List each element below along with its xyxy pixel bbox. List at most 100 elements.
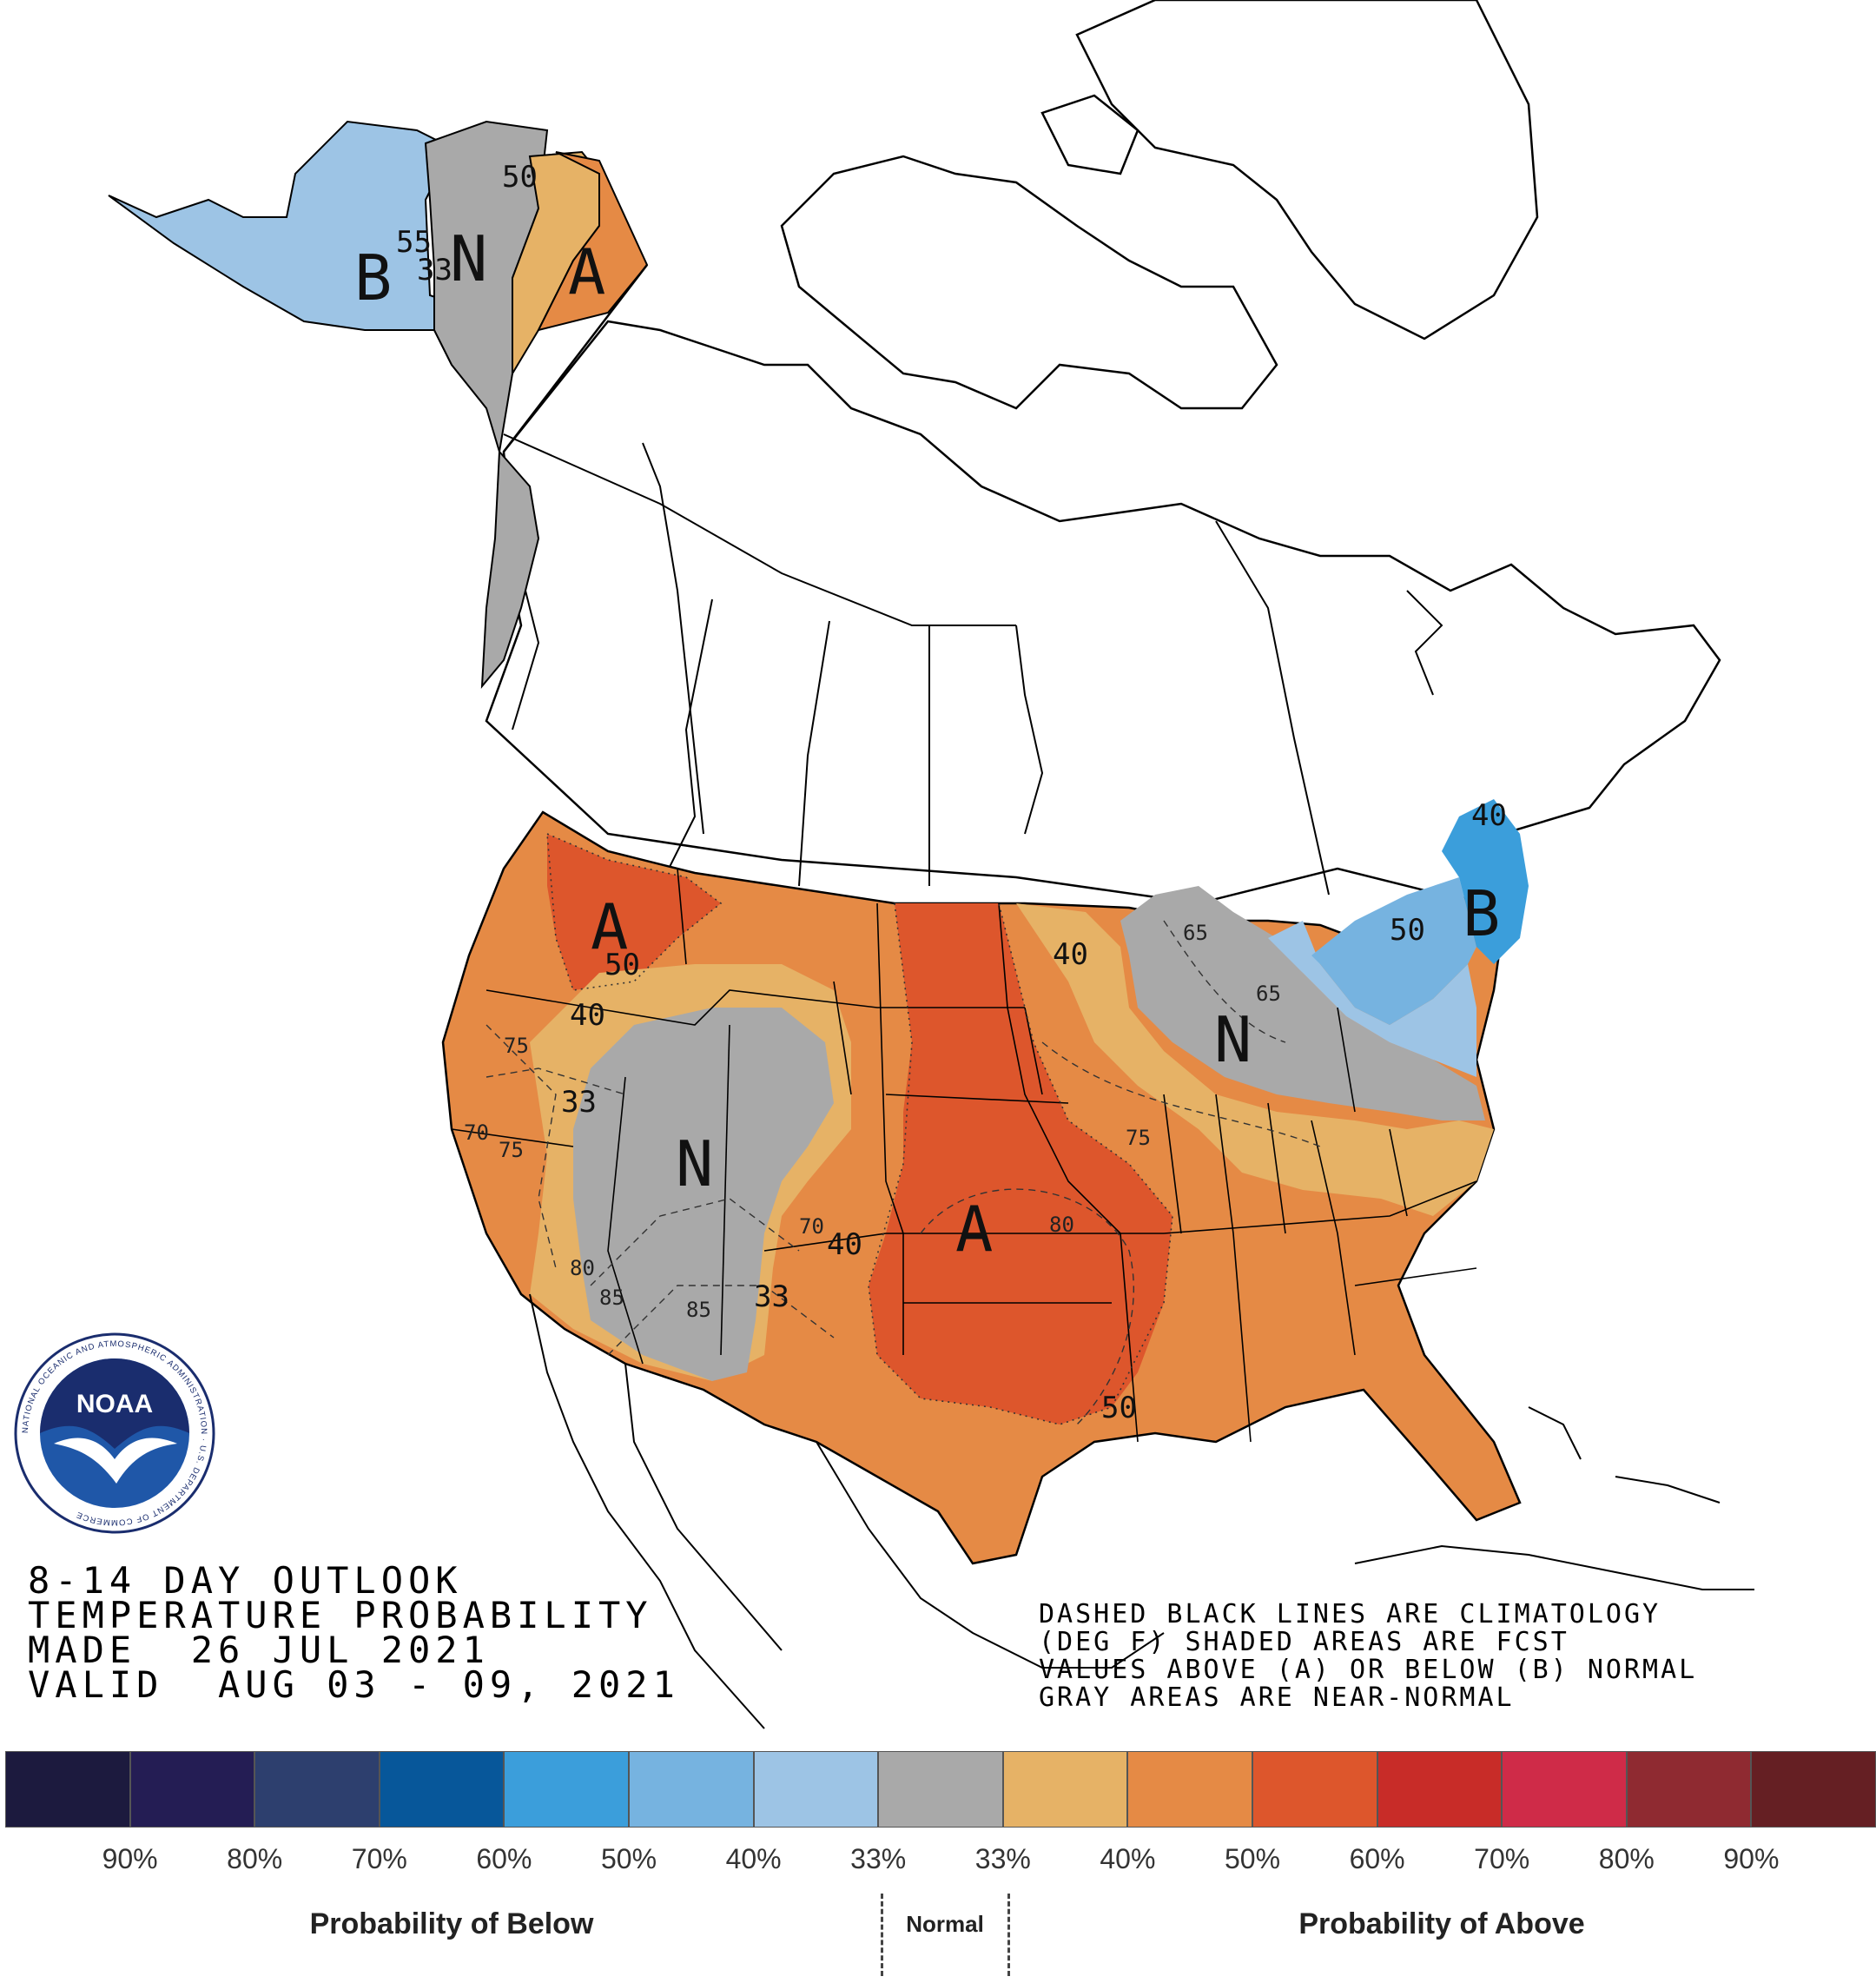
legend-percent-label: 60% (1349, 1843, 1405, 1874)
zone-label-northwest-above: A (591, 890, 628, 963)
legend-percent-label: 80% (227, 1843, 283, 1874)
title-line-4: VALID AUG 03 - 09, 2021 (28, 1663, 680, 1706)
legend-percent-label: 80% (1598, 1843, 1655, 1874)
legend-swatch (1252, 1751, 1377, 1828)
clim-sw-85a: 85 (599, 1286, 624, 1310)
alaska-above40-zone (537, 151, 649, 332)
legend-swatch (254, 1751, 380, 1828)
plains-above50-zone (869, 903, 1172, 1424)
clim-ca-80: 80 (570, 1256, 595, 1280)
legend-swatch (1377, 1751, 1503, 1828)
clim-lakes-65b: 65 (1256, 982, 1281, 1006)
legend-swatch (1751, 1751, 1876, 1828)
east-above33-zone (1016, 903, 1494, 1216)
legend-swatch (1626, 1751, 1752, 1828)
legend-swatch (753, 1751, 879, 1828)
contour-ne-50: 50 (1390, 913, 1425, 948)
legend-percent-label: 50% (600, 1843, 657, 1874)
legend-percent-label: 60% (476, 1843, 532, 1874)
clim-ca-70: 70 (464, 1120, 489, 1145)
climatology-lines (486, 920, 1321, 1425)
zone-label-alaska-above: A (568, 235, 605, 308)
contour-ak-50: 50 (502, 160, 538, 195)
ak-panhandle (480, 449, 540, 689)
title-line-2: TEMPERATURE PROBABILITY (28, 1594, 653, 1636)
legend-swatch (379, 1751, 505, 1828)
contour-labels: 50 55 33 50 40 33 33 40 40 50 40 50 (396, 160, 1507, 1425)
legend-percent-label: 40% (725, 1843, 782, 1874)
conus-region (441, 799, 1529, 1565)
legend-swatch (1002, 1751, 1128, 1828)
zone-labels: B N A A N A N B (354, 222, 1500, 1266)
outlook-title-block: 8-14 DAY OUTLOOK TEMPERATURE PROBABILITY… (28, 1559, 680, 1706)
clim-midwest-75: 75 (1126, 1126, 1151, 1150)
title-line-3: MADE 26 JUL 2021 (28, 1629, 490, 1671)
legend-percent-label: 90% (102, 1843, 158, 1874)
climatology-labels: 75 70 75 80 85 85 70 80 75 65 65 (464, 921, 1281, 1322)
legend-percent-label: 33% (974, 1843, 1031, 1874)
alaska-region (108, 120, 649, 689)
clim-plains-80: 80 (1049, 1213, 1074, 1237)
legend-normal-caption: Normal (906, 1911, 984, 1937)
arctic-islands-2 (1040, 94, 1139, 175)
probability-contours (546, 832, 1173, 1425)
alaska-border (503, 264, 648, 453)
lakes-normal-zone (1120, 886, 1485, 1120)
canada-mainland (485, 320, 1721, 905)
map-notes: DASHED BLACK LINES ARE CLIMATOLOGY (DEG … (1039, 1601, 1697, 1712)
legend-divider-right (1007, 1894, 1010, 1976)
legend-above-caption: Probability of Above (1298, 1907, 1585, 1940)
legend-swatch (628, 1751, 754, 1828)
noaa-logo: NATIONAL OCEANIC AND ATMOSPHERIC ADMINIS… (14, 1332, 215, 1534)
zone-label-northeast-below: B (1463, 877, 1500, 950)
mexico-caribbean-outlines (529, 1293, 1754, 1729)
legend-swatch (1127, 1751, 1252, 1828)
legend-divider-left (881, 1894, 883, 1976)
zone-label-lakes-normal: N (1214, 1003, 1252, 1076)
clim-sw-85b: 85 (686, 1298, 711, 1322)
contour-ak-55: 55 (396, 225, 432, 260)
legend-percent-label: 90% (1723, 1843, 1780, 1874)
contour-sw-33b: 33 (754, 1279, 789, 1314)
legend-swatch (878, 1751, 1003, 1828)
state-borders (451, 868, 1477, 1443)
title-line-1: 8-14 DAY OUTLOOK (28, 1559, 463, 1602)
nw-above50-zone (547, 834, 721, 990)
zone-label-plains-above: A (955, 1193, 993, 1266)
zone-label-southwest-normal: N (676, 1127, 713, 1200)
contour-south-50: 50 (1101, 1391, 1137, 1425)
legend-percent-label: 50% (1224, 1843, 1281, 1874)
contour-ne-40: 40 (1471, 798, 1507, 833)
contour-ak-33: 33 (417, 253, 452, 288)
legend-swatch (129, 1751, 255, 1828)
note-line-4: GRAY AREAS ARE NEAR-NORMAL (1039, 1682, 1515, 1713)
contour-lakes-40: 40 (1053, 937, 1088, 972)
clim-lakes-65: 65 (1183, 921, 1208, 945)
probability-legend (5, 1751, 1876, 1829)
arctic-islands (780, 155, 1278, 410)
legend-swatch (5, 1751, 130, 1828)
logo-text: NOAA (76, 1390, 153, 1418)
legend-percent-label: 40% (1100, 1843, 1156, 1874)
contour-nw-40: 40 (570, 998, 605, 1033)
alaska-below-zone (108, 120, 497, 411)
contour-nw-50: 50 (604, 948, 640, 982)
zone-label-alaska-normal: N (450, 222, 487, 295)
legend-below-caption: Probability of Below (309, 1907, 594, 1940)
legend-swatch (1502, 1751, 1627, 1828)
legend-percent-label: 70% (351, 1843, 407, 1874)
sw-normal-zone (573, 1008, 834, 1381)
legend-percent-label: 33% (850, 1843, 907, 1874)
contour-sw-40: 40 (827, 1227, 862, 1262)
note-line-1: DASHED BLACK LINES ARE CLIMATOLOGY (1039, 1599, 1661, 1629)
greenland (1075, 0, 1539, 340)
land-outlines (485, 0, 1721, 905)
contour-sw-33a: 33 (561, 1085, 597, 1120)
clim-sw-70: 70 (799, 1214, 824, 1239)
note-line-2: (DEG F) SHADED AREAS ARE FCST (1039, 1627, 1569, 1657)
ne-below50-zone (1442, 799, 1529, 964)
clim-ca-75a: 75 (504, 1034, 529, 1058)
ne-below33-zone (1268, 921, 1476, 1077)
legend-swatch (504, 1751, 629, 1828)
outlook-map: B N A A N A N B 50 55 33 50 40 33 33 40 … (108, 0, 1754, 1729)
